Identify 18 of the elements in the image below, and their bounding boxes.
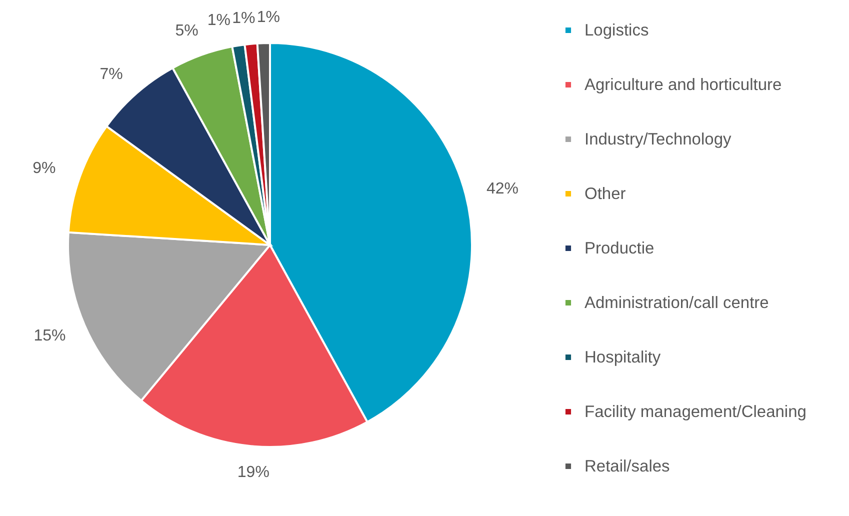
data-label: 1%: [232, 10, 256, 28]
data-label: 19%: [237, 464, 270, 481]
data-label: 1%: [207, 12, 231, 29]
legend-label: Hospitality: [584, 348, 662, 366]
legend-label: Other: [584, 184, 626, 203]
data-label: 15%: [34, 328, 66, 345]
legend-label: Retail/sales: [584, 457, 670, 476]
legend-label: Agriculture and horticulture: [584, 76, 782, 94]
legend-label: Logistics: [584, 21, 649, 40]
data-label: 42%: [486, 180, 518, 198]
legend-label: Facility management/Cleaning: [584, 402, 806, 421]
data-label: 9%: [32, 160, 56, 177]
legend-label: Industry/Technology: [584, 130, 732, 148]
data-label: 5%: [175, 22, 198, 40]
data-label: 7%: [100, 66, 123, 83]
data-label: 1%: [256, 9, 280, 26]
legend-label: Productie: [584, 239, 654, 258]
legend-label: Administration/call centre: [584, 294, 769, 312]
